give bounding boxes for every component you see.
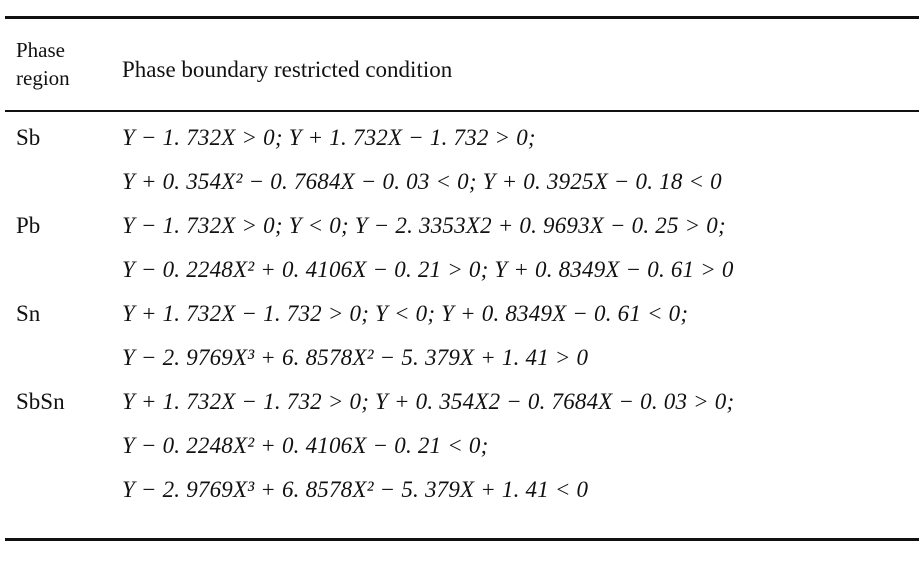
condition-line: Y − 0. 2248X² + 0. 4106X − 0. 21 > 0; Y …: [122, 257, 734, 282]
bottom-rule: [5, 538, 919, 541]
condition-line: Y − 1. 732X > 0; Y < 0; Y − 2. 3353X2 + …: [122, 213, 726, 238]
header-cell: Phase boundary restricted condition: [122, 57, 453, 82]
region-cell: Sb: [16, 125, 41, 150]
condition-line: Y − 2. 9769X³ + 6. 8578X² − 5. 379X + 1.…: [122, 477, 589, 502]
condition-line: Y − 1. 732X > 0; Y + 1. 732X − 1. 732 > …: [122, 125, 536, 150]
condition-line: Y − 2. 9769X³ + 6. 8578X² − 5. 379X + 1.…: [122, 345, 589, 370]
condition-line: Y − 0. 2248X² + 0. 4106X − 0. 21 < 0;: [122, 433, 489, 458]
condition-line: Y + 0. 354X² − 0. 7684X − 0. 03 < 0; Y +…: [122, 169, 722, 194]
condition-line: Y + 1. 732X − 1. 732 > 0; Y + 0. 354X2 −…: [122, 389, 735, 414]
top-rule: [5, 16, 919, 19]
region-cell: Pb: [16, 213, 41, 238]
header-cell: Phase region: [16, 38, 70, 90]
condition-line: Y + 1. 732X − 1. 732 > 0; Y < 0; Y + 0. …: [122, 301, 689, 326]
header-rule: [5, 110, 919, 112]
region-cell: Sn: [16, 301, 41, 326]
region-cell: SbSn: [16, 389, 65, 414]
